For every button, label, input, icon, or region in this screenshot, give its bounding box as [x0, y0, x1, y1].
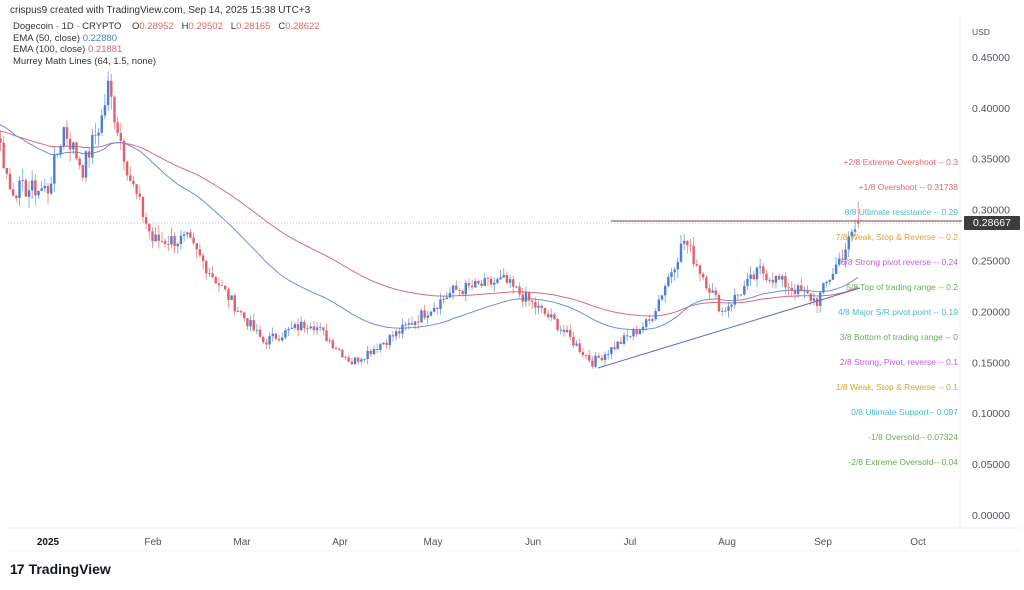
high-value: 0.29502 — [188, 21, 223, 32]
murrey-level-label: 4/8 Major S/R pivot point -- 0.19 — [838, 307, 958, 317]
ema100-line — [0, 130, 859, 317]
close-label: C — [278, 21, 286, 32]
chart-legend: Dogecoin · 1D · CRYPTO O0.28952 H0.29502… — [13, 21, 320, 67]
time-tick: Jun — [525, 537, 541, 548]
trendlines — [597, 287, 861, 369]
price-tick: 0.25000 — [972, 256, 1010, 268]
low-value: 0.28165 — [236, 21, 271, 32]
time-tick: Feb — [144, 537, 162, 548]
price-axis[interactable]: 0.45000 0.40000 0.35000 0.30000 0.25000 0.200… — [972, 52, 1010, 522]
time-tick: Oct — [910, 537, 926, 548]
murrey-level-label: 2/8 Strong, Pivot, reverse -- 0.1 — [840, 357, 958, 367]
murrey-level-label: 6/8 Strong pivot reverse -- 0.24 — [841, 257, 958, 267]
murrey-level-label: -1/8 Oversold-- 0.07324 — [868, 432, 958, 442]
ema50-path — [0, 124, 859, 331]
tradingview-logo[interactable]: 17 TradingView — [10, 561, 111, 577]
time-tick: Jul — [624, 537, 637, 548]
murrey-level-label: 3/8 Bottom of trading range -- 0 — [840, 332, 958, 342]
price-tick: 0.40000 — [972, 103, 1010, 115]
murrey-level-label: 7/8 Weak, Stop & Reverse -- 0.2 — [836, 232, 958, 242]
time-tick: Sep — [814, 537, 832, 548]
candlesticks — [0, 71, 860, 369]
murrey-level-label: -2/8 Extreme Oversold-- 0.04 — [848, 457, 958, 467]
price-tick: 0.10000 — [972, 408, 1010, 420]
price-tick: 0.20000 — [972, 306, 1010, 318]
price-tick: 0.00000 — [972, 510, 1010, 522]
ema100-path — [0, 130, 859, 317]
attribution: crispus9 created with TradingView.com, S… — [10, 5, 311, 16]
tradingview-brand: TradingView — [28, 561, 111, 577]
price-tick: 0.45000 — [972, 52, 1010, 64]
time-axis[interactable]: 2025 Feb Mar Apr May Jun Jul Aug Sep Oct — [37, 537, 926, 548]
murrey-level-label: 0/8 Ultimate Support-- 0.097 — [851, 407, 958, 417]
time-tick: Mar — [233, 537, 251, 548]
low-label: L — [230, 21, 237, 32]
price-tick: 0.05000 — [972, 459, 1010, 471]
murrey-level-label: 1/8 Weak, Stop & Reverse -- 0.1 — [836, 382, 958, 392]
currency-label: USD — [972, 27, 990, 37]
price-tick: 0.30000 — [972, 205, 1010, 217]
time-tick: Apr — [332, 537, 348, 548]
price-tick: 0.15000 — [972, 357, 1010, 369]
open-value: 0.28952 — [139, 21, 174, 32]
time-tick: Aug — [718, 537, 736, 548]
murrey-level-label: 8/8 Ultimate resistance -- 0.29 — [845, 207, 959, 217]
current-price-tag: 0.28667 — [964, 216, 1020, 230]
murrey-label: Murrey Math Lines (64, 1.5, none) — [13, 55, 157, 67]
ema100-label: EMA (100, close) — [13, 44, 86, 55]
ema50-legend-row[interactable]: EMA (50, close) 0.22880 — [13, 33, 320, 45]
ema100-value: 0.21881 — [87, 44, 123, 55]
close-value: 0.28622 — [285, 21, 320, 32]
murrey-level-label: 5/8 Top of trading range -- 0.2 — [846, 282, 958, 292]
ema50-value: 0.22880 — [82, 32, 118, 44]
ascending-trendline[interactable] — [597, 287, 861, 369]
time-tick: 2025 — [37, 537, 60, 548]
symbol-legend-row[interactable]: Dogecoin · 1D · CRYPTO O0.28952 H0.29502… — [13, 21, 320, 33]
murrey-level-label: +2/8 Extreme Overshoot -- 0.3 — [843, 157, 958, 167]
murrey-level-label: +1/8 Overshoot -- 0.31738 — [859, 182, 959, 192]
ema50-label: EMA (50, close) — [13, 32, 81, 44]
ema50-line — [0, 124, 859, 331]
open-label: O — [131, 21, 140, 32]
murrey-legend-row[interactable]: Murrey Math Lines (64, 1.5, none) — [13, 56, 320, 68]
reference-lines — [8, 220, 962, 224]
time-tick: May — [424, 537, 443, 548]
ema100-legend-row[interactable]: EMA (100, close) 0.21881 — [13, 44, 320, 56]
price-tick: 0.35000 — [972, 154, 1010, 166]
high-label: H — [181, 21, 189, 32]
tradingview-logo-icon: 17 — [10, 561, 25, 577]
symbol-name: Dogecoin · 1D · CRYPTO — [13, 21, 122, 32]
murrey-math-labels: +2/8 Extreme Overshoot -- 0.3 +1/8 Oversh… — [836, 157, 958, 467]
